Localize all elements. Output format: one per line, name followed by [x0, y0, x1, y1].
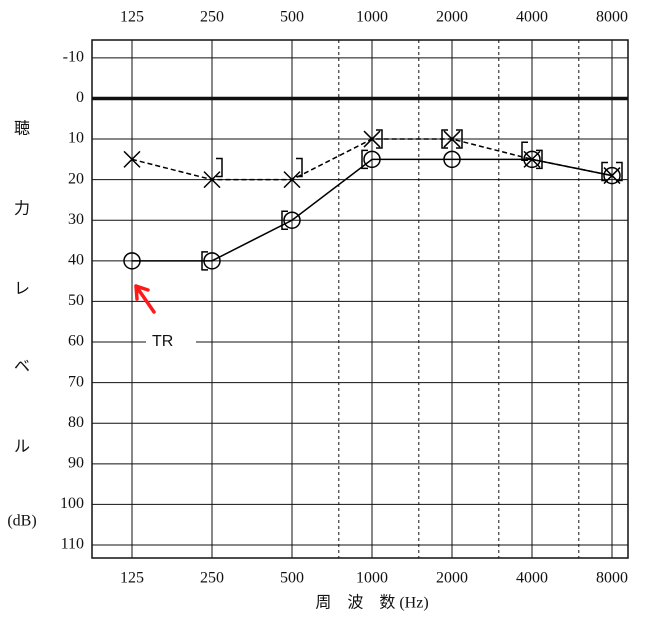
bracket-marker: [361, 149, 368, 170]
y-label: 力: [14, 200, 30, 218]
y-tick-label: 100: [60, 495, 84, 512]
y-tick-label: 10: [68, 130, 84, 147]
bracket-marker: [216, 157, 223, 178]
circle-marker: [443, 150, 461, 169]
circle-marker: [283, 211, 301, 229]
y-tick-label: 20: [68, 170, 84, 187]
plot-frame: [91, 39, 629, 559]
x-marker: [283, 171, 301, 189]
x-tick-label: 4000: [516, 570, 548, 587]
x-marker: [363, 130, 381, 148]
bracket-marker: [521, 141, 528, 161]
x-tick-label-top: 4000: [516, 9, 548, 26]
x-tick-label-top: 125: [120, 9, 144, 26]
y-tick-label: 40: [68, 252, 84, 269]
x-tick-label-top: 1000: [356, 9, 388, 26]
bracket-marker: [281, 210, 288, 230]
x-marker: [203, 171, 221, 189]
circle-marker: [203, 252, 221, 270]
circle-marker: [603, 166, 621, 185]
bracket-marker: [376, 129, 383, 149]
x-tick-label: 500: [280, 570, 304, 587]
x-tick-label: 2000: [436, 570, 468, 587]
y-label: ル: [14, 439, 30, 456]
y-tick-label: 110: [61, 536, 84, 553]
bracket-marker: [441, 129, 448, 149]
circle-marker: [363, 150, 381, 169]
y-tick-label: 50: [68, 292, 84, 309]
y-label: 聴: [14, 120, 30, 138]
x-tick-label: 250: [200, 570, 224, 587]
bracket-marker: [616, 161, 623, 182]
x-tick-label-top: 8000: [596, 9, 628, 26]
circle-marker: [523, 150, 541, 169]
annotation-arrow: [134, 284, 156, 314]
x-tick-label: 1000: [356, 570, 388, 587]
y-tick-label: 90: [68, 454, 84, 471]
bracket-marker: [456, 129, 463, 149]
bracket-marker: [601, 161, 608, 182]
x-tick-label-top: 500: [280, 9, 304, 26]
annotation-bg: [146, 326, 196, 356]
x-tick-label: 8000: [596, 570, 628, 587]
x-marker: [123, 150, 141, 168]
x-tick-label-top: 2000: [436, 9, 468, 26]
y-tick-label: 70: [68, 373, 84, 390]
y-label: (dB): [7, 513, 36, 530]
y-tick-label: 0: [76, 89, 84, 106]
circle-marker: [123, 252, 141, 270]
y-tick-label: 80: [68, 414, 84, 431]
y-tick-label: 30: [68, 211, 84, 228]
x-tick-label-top: 250: [200, 9, 224, 26]
y-label: ベ: [14, 359, 30, 376]
bracket-marker: [201, 251, 208, 271]
bracket-marker: [536, 149, 543, 170]
x-marker: [443, 130, 461, 148]
x-tick-label: 125: [120, 570, 144, 587]
x-label: 周 波 数 (Hz): [315, 594, 428, 612]
annotation: TR: [152, 333, 173, 350]
y-tick-label: 60: [68, 333, 84, 350]
x-marker: [523, 150, 541, 168]
y-tick-label: -10: [63, 49, 84, 66]
y-label: レ: [14, 281, 30, 298]
bracket-marker: [296, 157, 303, 178]
